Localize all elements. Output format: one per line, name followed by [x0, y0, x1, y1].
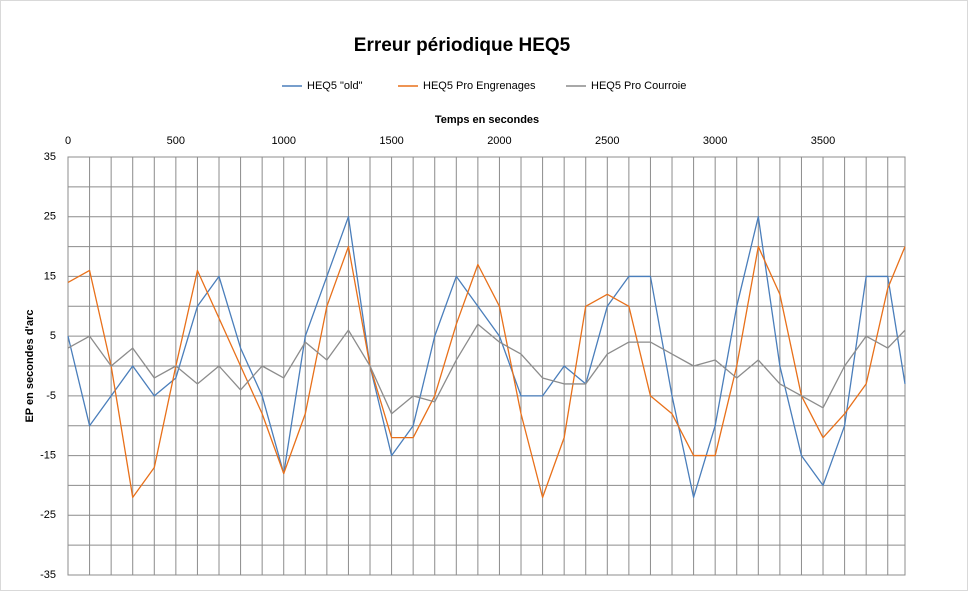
- y-tick-label: -15: [40, 449, 56, 461]
- plot-border: [67, 156, 906, 576]
- legend-label: HEQ5 "old": [307, 80, 363, 92]
- x-tick-label: 2000: [487, 135, 511, 147]
- y-tick-label: 5: [50, 330, 56, 342]
- legend-label: HEQ5 Pro Courroie: [591, 80, 686, 92]
- y-tick-label: 25: [44, 211, 56, 223]
- chart-title: Erreur périodique HEQ5: [354, 35, 571, 56]
- y-tick-label: -5: [46, 390, 56, 402]
- x-tick-label: 1000: [271, 135, 295, 147]
- legend-label: HEQ5 Pro Engrenages: [423, 80, 536, 92]
- y-tick-label: 15: [44, 270, 56, 282]
- series-line: [67, 245, 906, 499]
- x-tick-label: 1500: [379, 135, 403, 147]
- y-tick-label: -25: [40, 509, 56, 521]
- series-line: [67, 216, 906, 499]
- x-axis-label: Temps en secondes: [435, 114, 539, 126]
- x-tick-label: 0: [65, 135, 71, 147]
- y-tick-label: 35: [44, 151, 56, 163]
- y-tick-label: -35: [40, 569, 56, 581]
- x-tick-label: 3000: [703, 135, 727, 147]
- series-line: [67, 323, 906, 415]
- x-tick-label: 500: [167, 135, 185, 147]
- x-tick-label: 2500: [595, 135, 619, 147]
- y-axis-label: EP en secondes d'arc: [24, 309, 36, 422]
- x-tick-label: 3500: [811, 135, 835, 147]
